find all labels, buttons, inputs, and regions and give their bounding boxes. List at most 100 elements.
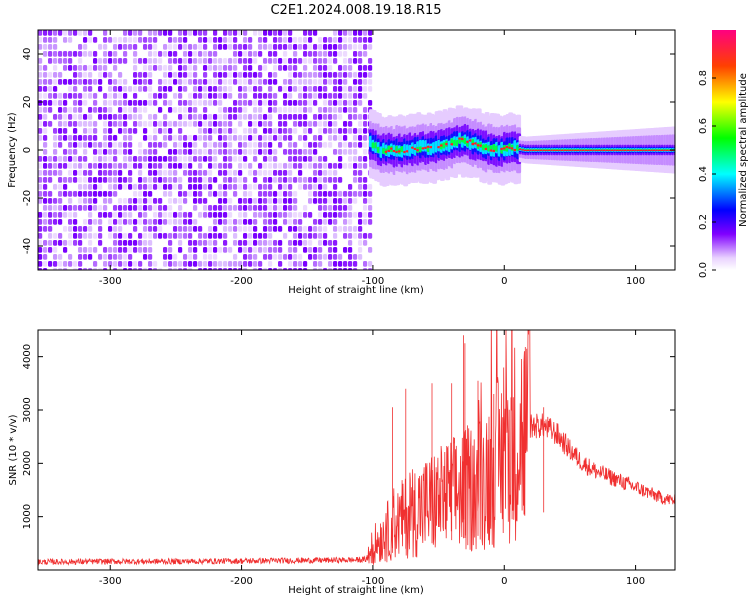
spectrogram-noise-cell: [263, 37, 268, 43]
spectrogram-noise-cell: [73, 177, 78, 183]
spectrogram-noise-cell: [83, 93, 88, 99]
spectrogram-noise-cell: [348, 261, 353, 267]
spectrogram-noise-cell: [138, 72, 143, 78]
spectrogram-noise-cell: [108, 86, 113, 92]
spectrogram-noise-cell: [103, 30, 108, 36]
spectrogram-noise-cell: [313, 44, 318, 50]
spectrogram-noise-cell: [333, 93, 338, 99]
spectrogram-noise-cell: [343, 219, 348, 225]
spectrogram-noise-cell: [363, 86, 368, 92]
spectrogram-noise-cell: [148, 177, 153, 183]
spectrogram-noise-cell: [293, 51, 298, 57]
spectrogram-noise-cell: [298, 184, 303, 190]
spectrogram-noise-cell: [313, 226, 318, 232]
spectrogram-noise-cell: [153, 44, 158, 50]
spectrogram-noise-cell: [243, 198, 248, 204]
spectrogram-noise-cell: [123, 198, 128, 204]
spectrogram-noise-cell: [238, 205, 243, 211]
spectrogram-noise-cell: [93, 37, 98, 43]
spectrogram-noise-cell: [183, 30, 188, 36]
spectrogram-noise-cell: [268, 212, 273, 218]
spectrogram-noise-cell: [333, 30, 338, 36]
spectrogram-noise-cell: [303, 51, 308, 57]
spectrogram-noise-cell: [148, 114, 153, 120]
spectrogram-noise-cell: [328, 72, 333, 78]
spectrogram-noise-cell: [133, 163, 138, 169]
spectrogram-noise-cell: [38, 198, 43, 204]
spectrogram-noise-cell: [123, 107, 128, 113]
spectrogram-noise-cell: [118, 205, 123, 211]
spectrogram-noise-cell: [253, 205, 258, 211]
spectrogram-noise-cell: [103, 135, 108, 141]
spectrogram-noise-cell: [348, 86, 353, 92]
spectrogram-noise-cell: [183, 170, 188, 176]
spectrogram-noise-cell: [193, 65, 198, 71]
spectrogram-noise-cell: [193, 58, 198, 64]
spectrogram-noise-cell: [128, 205, 133, 211]
spectrogram-noise-cell: [43, 156, 48, 162]
spectrogram-noise-cell: [223, 156, 228, 162]
spectrogram-noise-cell: [163, 191, 168, 197]
spectrogram-noise-cell: [63, 93, 68, 99]
spectrogram-noise-cell: [223, 205, 228, 211]
spectrogram-noise-cell: [243, 51, 248, 57]
spectrogram-noise-cell: [258, 51, 263, 57]
spectrogram-noise-cell: [203, 65, 208, 71]
spectrogram-noise-cell: [38, 107, 43, 113]
spectrogram-noise-cell: [223, 198, 228, 204]
spectrogram-noise-cell: [118, 184, 123, 190]
spectrogram-noise-cell: [358, 135, 363, 141]
spectrogram-noise-cell: [288, 72, 293, 78]
spectrogram-noise-cell: [113, 149, 118, 155]
spectrogram-noise-cell: [123, 247, 128, 253]
spectrogram-noise-cell: [208, 177, 213, 183]
spectrogram-noise-cell: [333, 177, 338, 183]
spectrogram-noise-cell: [203, 58, 208, 64]
spectrogram-y-tick-label: 20: [22, 96, 33, 109]
spectrogram-noise-cell: [88, 30, 93, 36]
spectrogram-noise-cell: [168, 184, 173, 190]
spectrogram-noise-cell: [328, 240, 333, 246]
spectrogram-noise-cell: [223, 149, 228, 155]
spectrogram-noise-cell: [168, 100, 173, 106]
spectrogram-noise-cell: [63, 30, 68, 36]
spectrogram-noise-cell: [163, 121, 168, 127]
spectrogram-noise-cell: [153, 128, 158, 134]
spectrogram-noise-cell: [228, 79, 233, 85]
spectrogram-noise-cell: [73, 79, 78, 85]
spectrogram-noise-cell: [68, 212, 73, 218]
spectrogram-noise-cell: [138, 163, 143, 169]
spectrogram-noise-cell: [248, 114, 253, 120]
spectrogram-noise-cell: [168, 240, 173, 246]
spectrogram-noise-cell: [183, 51, 188, 57]
spectrogram-noise-cell: [138, 107, 143, 113]
spectrogram-noise-cell: [143, 37, 148, 43]
spectrogram-noise-cell: [333, 44, 338, 50]
spectrogram-noise-cell: [288, 30, 293, 36]
spectrogram-noise-cell: [78, 142, 83, 148]
spectrogram-noise-cell: [138, 149, 143, 155]
spectrogram-noise-cell: [58, 233, 63, 239]
spectrogram-noise-cell: [268, 184, 273, 190]
spectrogram-noise-cell: [68, 226, 73, 232]
spectrogram-noise-cell: [113, 170, 118, 176]
spectrogram-noise-cell: [348, 58, 353, 64]
spectrogram-noise-cell: [238, 247, 243, 253]
spectrogram-noise-cell: [138, 170, 143, 176]
spectrogram-noise-cell: [348, 114, 353, 120]
spectrogram-noise-cell: [58, 184, 63, 190]
spectrogram-noise-cell: [43, 93, 48, 99]
figure-title: C2E1.2024.008.19.18.R15: [270, 3, 441, 18]
colorbar-tick-label: 0.2: [698, 214, 709, 230]
spectrogram-noise-cell: [278, 184, 283, 190]
spectrogram-noise-cell: [273, 93, 278, 99]
spectrogram-noise-cell: [43, 121, 48, 127]
spectrogram-noise-cell: [163, 254, 168, 260]
spectrogram-noise-cell: [333, 72, 338, 78]
spectrogram-noise-cell: [283, 205, 288, 211]
spectrogram-noise-cell: [43, 107, 48, 113]
spectrogram-noise-cell: [278, 261, 283, 267]
spectrogram-noise-cell: [213, 30, 218, 36]
spectrogram-noise-cell: [243, 205, 248, 211]
spectrogram-noise-cell: [58, 93, 63, 99]
